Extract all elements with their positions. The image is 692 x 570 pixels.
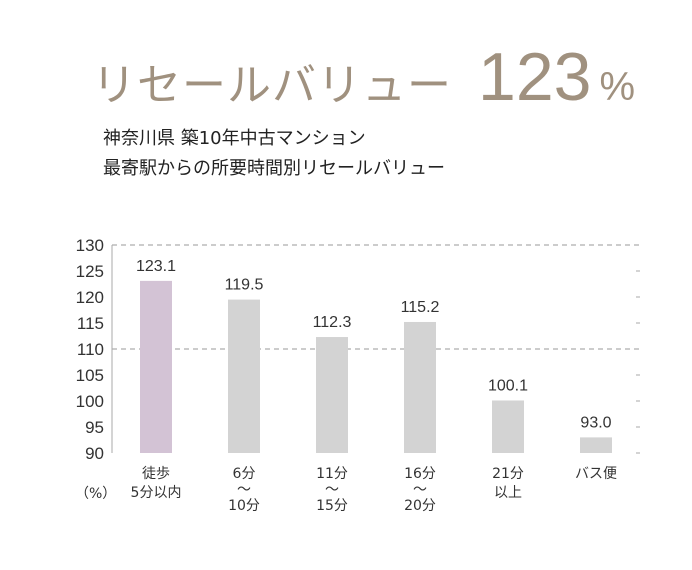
data-label: 115.2 [401, 299, 440, 316]
data-label: 112.3 [313, 314, 352, 331]
category-label: ～ [237, 482, 251, 498]
category-label: バス便 [575, 466, 617, 482]
y-tick-label: 110 [77, 340, 104, 359]
data-label: 119.5 [225, 277, 264, 294]
category-label: ～ [325, 482, 339, 498]
headline: リセールバリュー 123 % [92, 38, 635, 116]
category-label: 徒歩 [142, 466, 170, 482]
category-label: 6分 [233, 466, 256, 482]
y-tick-label: 90 [85, 444, 104, 463]
subtitle: 神奈川県 築10年中古マンション 最寄駅からの所要時間別リセールバリュー [103, 124, 445, 184]
headline-label: リセールバリュー [92, 60, 452, 111]
bar [580, 437, 612, 453]
y-tick-label: 100 [76, 392, 104, 411]
y-tick-label: 125 [76, 262, 104, 281]
y-tick-label: 130 [76, 236, 104, 255]
category-label: 21分 [492, 466, 524, 482]
bar [228, 299, 260, 453]
y-tick-label: 105 [76, 366, 104, 385]
subtitle-line-2: 最寄駅からの所要時間別リセールバリュー [103, 158, 445, 179]
y-unit-label: （%） [75, 486, 117, 502]
headline-value: 123 [478, 39, 592, 115]
data-label: 93.0 [580, 414, 611, 431]
category-label: 16分 [404, 466, 436, 482]
headline-unit: % [599, 65, 636, 109]
bar [492, 400, 524, 453]
category-label: 10分 [228, 498, 260, 514]
bar [140, 280, 172, 453]
data-label: 123.1 [136, 258, 176, 275]
bar [316, 337, 348, 453]
y-tick-label: 120 [76, 288, 104, 307]
category-label: 5分以内 [131, 485, 182, 501]
y-tick-label: 95 [85, 418, 104, 437]
category-label: 20分 [404, 498, 436, 514]
data-label: 100.1 [488, 377, 528, 394]
y-tick-label: 115 [77, 314, 104, 333]
category-label: 以上 [494, 485, 522, 501]
category-label: 15分 [316, 498, 348, 514]
category-label: 11分 [316, 466, 348, 482]
category-label: ～ [413, 482, 427, 498]
bar [404, 321, 436, 453]
subtitle-line-1: 神奈川県 築10年中古マンション [103, 128, 366, 149]
